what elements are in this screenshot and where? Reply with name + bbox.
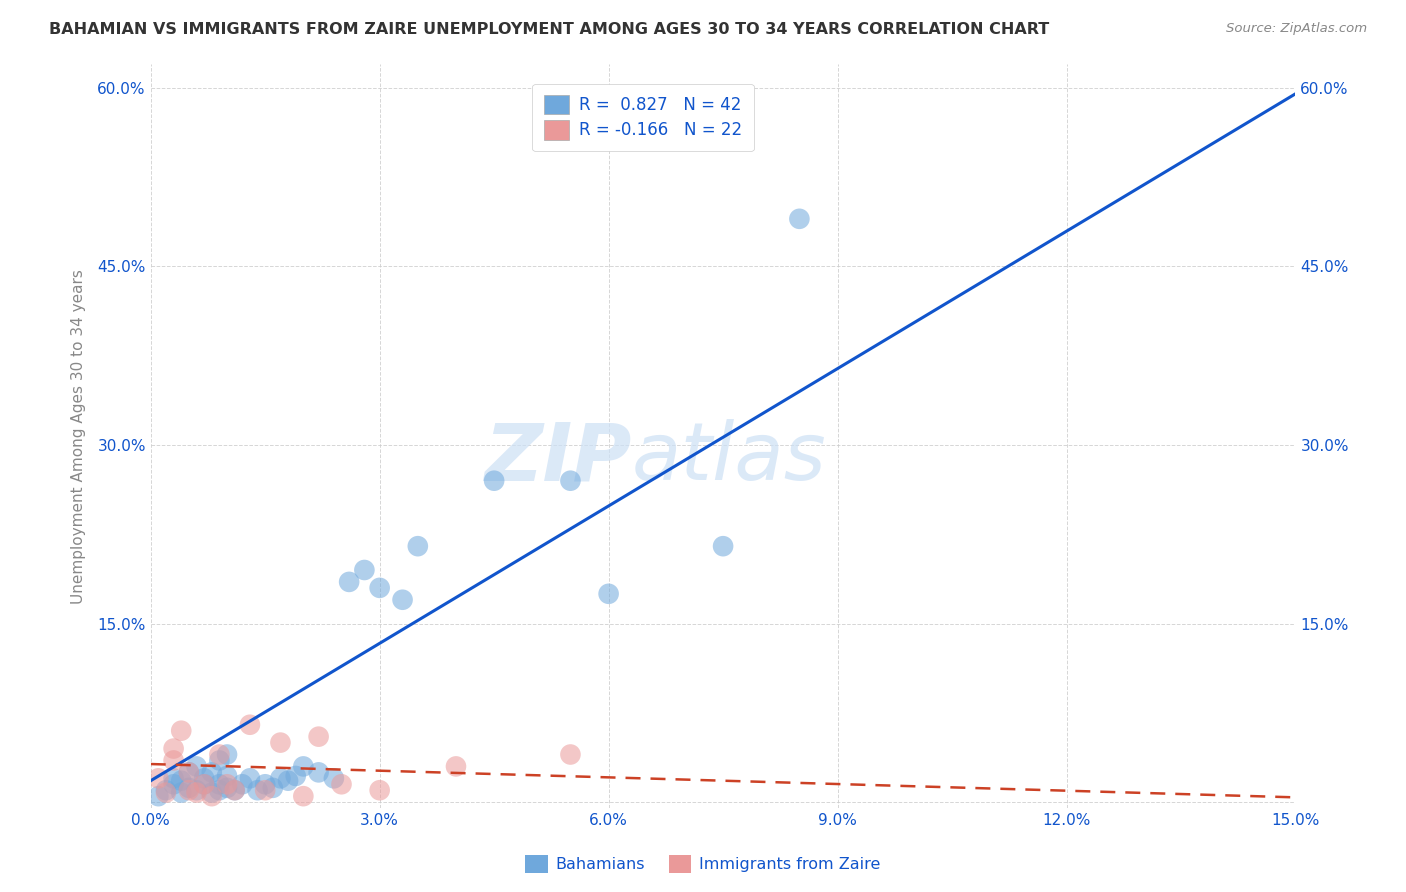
- Point: [308, 765, 330, 780]
- Point: [482, 474, 505, 488]
- Point: [170, 786, 193, 800]
- Point: [201, 786, 224, 800]
- Text: ZIP: ZIP: [484, 419, 631, 498]
- Point: [224, 783, 246, 797]
- Point: [215, 777, 238, 791]
- Point: [177, 765, 200, 780]
- Point: [215, 780, 238, 795]
- Text: atlas: atlas: [631, 419, 827, 498]
- Point: [308, 730, 330, 744]
- Point: [322, 772, 344, 786]
- Point: [353, 563, 375, 577]
- Point: [177, 783, 200, 797]
- Point: [186, 783, 208, 797]
- Point: [215, 769, 238, 783]
- Point: [368, 581, 391, 595]
- Point: [193, 777, 215, 791]
- Point: [231, 777, 253, 791]
- Point: [254, 783, 277, 797]
- Point: [269, 772, 291, 786]
- Point: [193, 777, 215, 791]
- Point: [148, 789, 170, 804]
- Point: [560, 747, 582, 762]
- Legend: Bahamians, Immigrants from Zaire: Bahamians, Immigrants from Zaire: [519, 848, 887, 880]
- Point: [292, 759, 315, 773]
- Point: [269, 736, 291, 750]
- Point: [170, 723, 193, 738]
- Point: [711, 539, 734, 553]
- Point: [239, 772, 262, 786]
- Point: [208, 754, 231, 768]
- Point: [284, 769, 307, 783]
- Point: [254, 777, 277, 791]
- Point: [368, 783, 391, 797]
- Point: [155, 786, 177, 800]
- Point: [162, 777, 184, 791]
- Point: [215, 747, 238, 762]
- Point: [208, 777, 231, 791]
- Point: [155, 783, 177, 797]
- Point: [201, 765, 224, 780]
- Point: [444, 759, 467, 773]
- Text: BAHAMIAN VS IMMIGRANTS FROM ZAIRE UNEMPLOYMENT AMONG AGES 30 TO 34 YEARS CORRELA: BAHAMIAN VS IMMIGRANTS FROM ZAIRE UNEMPL…: [49, 22, 1049, 37]
- Point: [162, 741, 184, 756]
- Point: [170, 773, 193, 788]
- Point: [239, 717, 262, 731]
- Point: [391, 592, 413, 607]
- Point: [193, 772, 215, 786]
- Point: [560, 474, 582, 488]
- Point: [186, 759, 208, 773]
- Point: [224, 783, 246, 797]
- Point: [162, 772, 184, 786]
- Point: [186, 786, 208, 800]
- Point: [162, 754, 184, 768]
- Point: [330, 777, 353, 791]
- Legend: R =  0.827   N = 42, R = -0.166   N = 22: R = 0.827 N = 42, R = -0.166 N = 22: [533, 84, 754, 152]
- Point: [406, 539, 429, 553]
- Point: [246, 783, 269, 797]
- Point: [177, 765, 200, 780]
- Point: [277, 773, 299, 788]
- Point: [148, 772, 170, 786]
- Y-axis label: Unemployment Among Ages 30 to 34 years: Unemployment Among Ages 30 to 34 years: [72, 268, 86, 604]
- Point: [208, 783, 231, 797]
- Point: [262, 780, 284, 795]
- Point: [598, 587, 620, 601]
- Point: [292, 789, 315, 804]
- Text: Source: ZipAtlas.com: Source: ZipAtlas.com: [1226, 22, 1367, 36]
- Point: [208, 747, 231, 762]
- Point: [177, 780, 200, 795]
- Point: [337, 574, 360, 589]
- Point: [789, 211, 811, 226]
- Point: [201, 789, 224, 804]
